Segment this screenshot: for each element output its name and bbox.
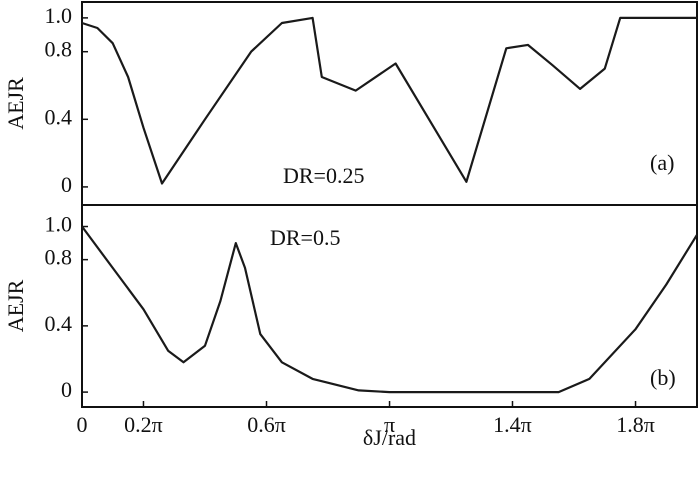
x-axis-label: δJ/rad bbox=[363, 425, 416, 450]
y-tick-label: 1.0 bbox=[45, 3, 73, 28]
x-tick-label: 0 bbox=[77, 412, 88, 437]
y-tick-label: 0.8 bbox=[45, 245, 73, 270]
x-tick-label: π bbox=[384, 412, 395, 437]
annotation: (a) bbox=[650, 150, 674, 175]
y-axis-label: AEJR bbox=[3, 77, 28, 130]
x-tick-label: 1.4π bbox=[493, 412, 532, 437]
x-tick-label: 0.6π bbox=[247, 412, 286, 437]
curve bbox=[81, 16, 697, 185]
y-tick-label: 0 bbox=[61, 172, 72, 197]
y-tick-label: 0.4 bbox=[45, 104, 73, 129]
y-tick-label: 0.4 bbox=[45, 311, 73, 336]
curve bbox=[81, 225, 698, 394]
x-tick-label: 1.8π bbox=[616, 412, 655, 437]
y-tick-label: 1.0 bbox=[45, 212, 73, 237]
y-tick-label: 0 bbox=[61, 377, 72, 402]
annotation: DR=0.5 bbox=[270, 225, 340, 250]
x-tick-label: 0.2π bbox=[124, 412, 163, 437]
y-tick-label: 0.8 bbox=[45, 37, 73, 62]
annotation: DR=0.25 bbox=[283, 163, 364, 188]
annotation: (b) bbox=[650, 365, 676, 390]
plot-frame bbox=[81, 1, 698, 206]
plot-frame bbox=[81, 204, 698, 408]
y-axis-label: AEJR bbox=[3, 279, 28, 332]
